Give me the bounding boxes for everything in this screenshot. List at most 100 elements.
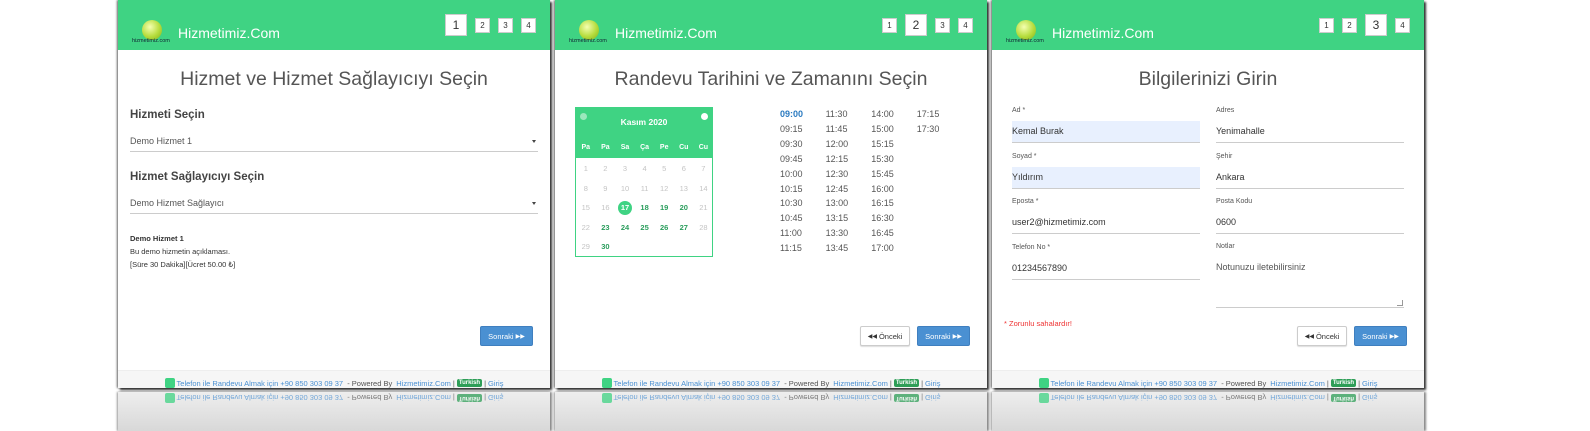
day[interactable]: 18 xyxy=(640,203,649,212)
next-month[interactable] xyxy=(701,113,708,120)
brand-link[interactable]: Hizmetimiz.Com xyxy=(1270,378,1325,388)
time-slot[interactable]: 12:15 xyxy=(825,153,849,164)
day[interactable]: 23 xyxy=(601,222,610,232)
input[interactable]: Kemal Burak xyxy=(1012,121,1200,143)
time-slot[interactable]: 10:00 xyxy=(780,168,803,179)
powered-by: - Powered By xyxy=(1219,378,1269,388)
phone-link[interactable]: Telefon ile Randevu Almak için +90 850 3… xyxy=(176,378,344,388)
login-link[interactable]: Giriş xyxy=(925,378,941,388)
login-link[interactable]: Giriş xyxy=(1362,378,1378,388)
time-slot[interactable]: 10:30 xyxy=(780,198,803,209)
time-slot[interactable]: 11:30 xyxy=(825,109,848,119)
input[interactable]: 0600 xyxy=(1216,212,1404,234)
time-slot[interactable]: 17:30 xyxy=(916,123,940,134)
day[interactable]: 26 xyxy=(660,222,669,232)
time-slot[interactable]: 10:15 xyxy=(780,183,803,194)
input[interactable]: 01234567890 xyxy=(1012,258,1200,280)
time-slot[interactable]: 16:45 xyxy=(871,228,894,239)
input[interactable]: user2@hizmetimiz.com xyxy=(1012,212,1200,234)
day[interactable]: 19 xyxy=(660,203,669,212)
footer-bar xyxy=(992,370,1424,388)
button[interactable]: ◀◀ Önceki xyxy=(1297,326,1347,346)
phone-icon xyxy=(164,393,175,403)
button[interactable]: Sonraki ▶▶ xyxy=(1354,326,1407,346)
time-slot[interactable]: 15:45 xyxy=(871,168,894,179)
time-slot[interactable]: 16:00 xyxy=(871,183,894,194)
time-slot[interactable]: 09:00 xyxy=(780,109,804,119)
time-slot[interactable]: 15:30 xyxy=(871,153,894,164)
time-slot[interactable]: 11:45 xyxy=(825,123,848,134)
time-slot[interactable]: 16:30 xyxy=(871,213,894,224)
day[interactable]: 17 xyxy=(618,201,632,215)
next-icon: ▶▶ xyxy=(515,333,525,340)
time-slot[interactable]: 11:15 xyxy=(780,243,802,254)
day[interactable]: 25 xyxy=(640,222,649,232)
time-slot[interactable]: 15:00 xyxy=(871,123,894,134)
time-slot[interactable]: 13:00 xyxy=(825,198,849,209)
weekday: Ça xyxy=(640,144,650,151)
language-badge[interactable]: Turkish xyxy=(1330,379,1357,387)
time-slot[interactable]: 09:15 xyxy=(780,123,803,134)
separator: | xyxy=(889,378,892,388)
separator: | xyxy=(484,378,487,388)
time-slot[interactable]: 15:15 xyxy=(871,138,894,149)
time-slot[interactable]: 09:30 xyxy=(780,138,803,149)
brand-link[interactable]: Hizmetimiz.Com xyxy=(396,393,451,403)
login-link[interactable]: Giriş xyxy=(1362,393,1378,403)
brand-link[interactable]: Hizmetimiz.Com xyxy=(1270,393,1325,403)
separator: | xyxy=(1358,378,1361,388)
language-badge[interactable]: Turkish xyxy=(456,379,483,387)
day: 13 xyxy=(679,183,688,193)
phone-link[interactable]: Telefon ile Randevu Almak için +90 850 3… xyxy=(176,393,344,403)
phone-link[interactable]: Telefon ile Randevu Almak için +90 850 3… xyxy=(613,393,781,403)
phone-link[interactable]: Telefon ile Randevu Almak için +90 850 3… xyxy=(1050,378,1218,388)
language-badge[interactable]: Turkish xyxy=(893,379,920,387)
time-slot[interactable]: 13:45 xyxy=(825,243,849,254)
page-title: Hizmet ve Hizmet Sağlayıcıyı Seçin xyxy=(180,68,488,90)
input[interactable]: Yenimahalle xyxy=(1216,121,1404,143)
time-slot[interactable]: 17:15 xyxy=(916,109,940,119)
time-slot[interactable]: 14:00 xyxy=(871,109,894,119)
phone-icon xyxy=(1038,378,1049,388)
button[interactable]: ◀◀ Önceki xyxy=(860,326,910,346)
brand-link[interactable]: Hizmetimiz.Com xyxy=(833,393,888,403)
day[interactable]: 24 xyxy=(620,222,630,232)
separator: | xyxy=(921,393,924,403)
day[interactable]: 30 xyxy=(601,242,610,251)
login-link[interactable]: Giriş xyxy=(488,393,504,403)
time-slot[interactable]: 10:45 xyxy=(780,213,803,224)
time-slot[interactable]: 09:45 xyxy=(780,153,803,164)
login-link[interactable]: Giriş xyxy=(488,378,504,388)
time-slot[interactable]: 12:00 xyxy=(825,138,849,149)
field-label: Eposta * xyxy=(1012,198,1039,205)
button[interactable]: Sonraki ▶▶ xyxy=(917,326,970,346)
time-slot[interactable]: 12:30 xyxy=(825,168,849,179)
weekday: Sa xyxy=(620,144,630,151)
time-slot[interactable]: 12:45 xyxy=(825,183,849,194)
day[interactable]: 27 xyxy=(679,222,688,232)
powered-by: - Powered By xyxy=(345,378,395,388)
brand-link[interactable]: Hizmetimiz.Com xyxy=(833,378,888,388)
brand-link[interactable]: Hizmetimiz.Com xyxy=(396,378,451,388)
phone-link[interactable]: Telefon ile Randevu Almak için +90 850 3… xyxy=(1050,393,1218,403)
step-indicator: 1 xyxy=(882,18,897,33)
time-slot[interactable]: 17:00 xyxy=(871,243,894,254)
select[interactable]: Demo Hizmet 1 xyxy=(130,131,538,152)
phone-link[interactable]: Telefon ile Randevu Almak için +90 850 3… xyxy=(613,378,781,388)
button[interactable]: Sonraki ▶▶ xyxy=(480,326,533,346)
time-slot[interactable]: 13:15 xyxy=(825,213,849,224)
language-badge[interactable]: Turkish xyxy=(893,394,920,402)
language-badge[interactable]: Turkish xyxy=(456,394,483,402)
login-link[interactable]: Giriş xyxy=(925,393,941,403)
input[interactable]: Yıldırım xyxy=(1012,166,1200,189)
day: 1 xyxy=(583,164,588,173)
time-slot[interactable]: 13:30 xyxy=(825,228,849,239)
input[interactable]: Ankara xyxy=(1216,167,1404,189)
day[interactable]: 20 xyxy=(679,203,688,212)
time-slot[interactable]: 16:15 xyxy=(871,198,894,209)
language-badge[interactable]: Turkish xyxy=(1330,394,1357,402)
textarea[interactable]: Notunuzu iletebilirsiniz xyxy=(1216,257,1404,308)
prev-month[interactable] xyxy=(580,113,587,120)
select[interactable]: Demo Hizmet Sağlayıcı xyxy=(130,193,538,214)
time-slot[interactable]: 11:00 xyxy=(780,228,802,239)
